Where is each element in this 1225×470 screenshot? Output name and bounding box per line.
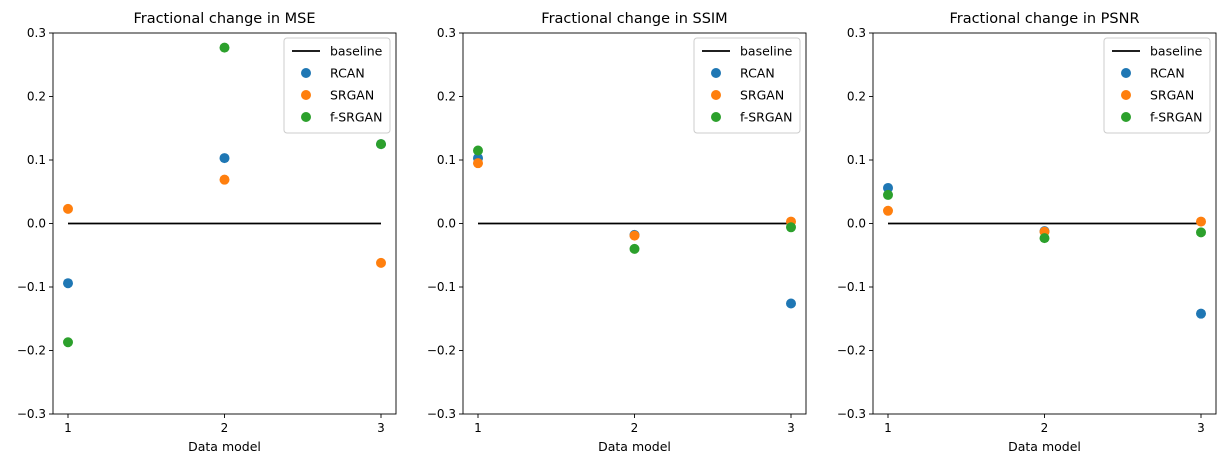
legend-label: baseline bbox=[740, 44, 793, 59]
legend-label: baseline bbox=[1150, 44, 1203, 59]
legend-swatch-srgan bbox=[711, 90, 721, 100]
y-tick-label: −0.3 bbox=[837, 407, 866, 421]
y-tick-label: −0.1 bbox=[17, 280, 46, 294]
chart-title: Fractional change in MSE bbox=[133, 11, 315, 27]
point-f-srgan bbox=[1039, 233, 1050, 244]
point-srgan bbox=[629, 230, 640, 241]
y-tick-label: 0.3 bbox=[27, 26, 46, 40]
point-srgan bbox=[473, 158, 483, 169]
y-tick-label: −0.1 bbox=[427, 280, 456, 294]
x-tick-label: 2 bbox=[631, 421, 639, 435]
x-axis-label: Data model bbox=[598, 439, 671, 454]
x-tick-label: 2 bbox=[221, 421, 229, 435]
legend-box bbox=[283, 37, 391, 134]
legend-label: f-SRGAN bbox=[1150, 110, 1202, 125]
x-tick-label: 2 bbox=[1041, 421, 1049, 435]
legend-label: SRGAN bbox=[740, 88, 784, 103]
point-srgan bbox=[883, 205, 893, 216]
legend-swatch-f-srgan bbox=[1121, 112, 1131, 122]
y-tick-label: 0.1 bbox=[437, 153, 456, 167]
legend-label: RCAN bbox=[740, 66, 775, 81]
point-rcan bbox=[786, 298, 796, 309]
point-rcan bbox=[883, 182, 893, 193]
y-tick-label: −0.3 bbox=[427, 407, 456, 421]
legend-swatch-f-srgan bbox=[301, 112, 311, 122]
point-f-srgan bbox=[883, 189, 893, 200]
y-tick-label: 0.0 bbox=[437, 217, 456, 231]
y-tick-label: 0.2 bbox=[27, 90, 46, 104]
point-rcan bbox=[1196, 308, 1206, 319]
legend: baseline RCAN SRGAN f-SRGAN bbox=[283, 37, 391, 134]
legend-swatch-rcan bbox=[711, 68, 721, 78]
legend-label: SRGAN bbox=[330, 88, 374, 103]
y-tick-label: 0.3 bbox=[437, 26, 456, 40]
chart-panel-1: Fractional change in MSE −0.3 −0.2 −0.1 0.0 0… bbox=[17, 11, 397, 454]
x-tick-label: 3 bbox=[787, 421, 795, 435]
y-tick-label: −0.2 bbox=[427, 344, 456, 358]
legend-swatch-f-srgan bbox=[711, 112, 721, 122]
x-tick-label: 1 bbox=[64, 421, 72, 435]
legend-swatch-srgan bbox=[301, 90, 311, 100]
legend-swatch-rcan bbox=[301, 68, 311, 78]
y-tick-label: 0.0 bbox=[847, 217, 866, 231]
y-tick-label: 0.2 bbox=[847, 90, 866, 104]
legend-box bbox=[1103, 37, 1211, 134]
point-srgan bbox=[219, 174, 230, 185]
point-srgan bbox=[63, 203, 73, 214]
legend: baseline RCAN SRGAN f-SRGAN bbox=[1103, 37, 1211, 134]
point-f-srgan bbox=[63, 337, 73, 348]
point-f-srgan bbox=[473, 145, 483, 156]
x-tick-label: 3 bbox=[377, 421, 385, 435]
x-axis-label: Data model bbox=[1008, 439, 1081, 454]
x-tick-label: 1 bbox=[474, 421, 482, 435]
point-f-srgan bbox=[1196, 227, 1206, 238]
x-axis-label: Data model bbox=[188, 439, 261, 454]
y-tick-label: 0.3 bbox=[847, 26, 866, 40]
legend: baseline RCAN SRGAN f-SRGAN bbox=[693, 37, 801, 134]
y-tick-label: −0.2 bbox=[17, 344, 46, 358]
point-f-srgan bbox=[376, 139, 386, 150]
chart-panel-3: Fractional change in PSNR −0.3 −0.2 −0.1 0.0… bbox=[837, 11, 1217, 454]
chart-title: Fractional change in SSIM bbox=[541, 11, 727, 27]
y-tick-label: −0.2 bbox=[837, 344, 866, 358]
x-tick-label: 1 bbox=[884, 421, 892, 435]
chart-panel-2: Fractional change in SSIM −0.3 −0.2 −0.1 0.0… bbox=[427, 11, 807, 454]
y-tick-label: −0.3 bbox=[17, 407, 46, 421]
legend-box bbox=[693, 37, 801, 134]
point-rcan bbox=[63, 278, 73, 289]
point-f-srgan bbox=[786, 222, 796, 233]
point-f-srgan bbox=[629, 243, 640, 254]
chart-title: Fractional change in PSNR bbox=[949, 11, 1139, 27]
y-tick-label: 0.1 bbox=[847, 153, 866, 167]
y-tick-label: 0.0 bbox=[27, 217, 46, 231]
legend-label: baseline bbox=[330, 44, 383, 59]
legend-label: RCAN bbox=[1150, 66, 1185, 81]
legend-label: f-SRGAN bbox=[740, 110, 792, 125]
legend-label: SRGAN bbox=[1150, 88, 1194, 103]
point-rcan bbox=[219, 153, 230, 164]
point-f-srgan bbox=[219, 42, 230, 53]
point-srgan bbox=[1196, 216, 1206, 227]
x-tick-label: 3 bbox=[1197, 421, 1205, 435]
point-srgan bbox=[376, 257, 386, 268]
legend-label: RCAN bbox=[330, 66, 365, 81]
y-tick-label: −0.1 bbox=[837, 280, 866, 294]
legend-swatch-srgan bbox=[1121, 90, 1131, 100]
y-tick-label: 0.2 bbox=[437, 90, 456, 104]
legend-label: f-SRGAN bbox=[330, 110, 382, 125]
legend-swatch-rcan bbox=[1121, 68, 1131, 78]
y-tick-label: 0.1 bbox=[27, 153, 46, 167]
